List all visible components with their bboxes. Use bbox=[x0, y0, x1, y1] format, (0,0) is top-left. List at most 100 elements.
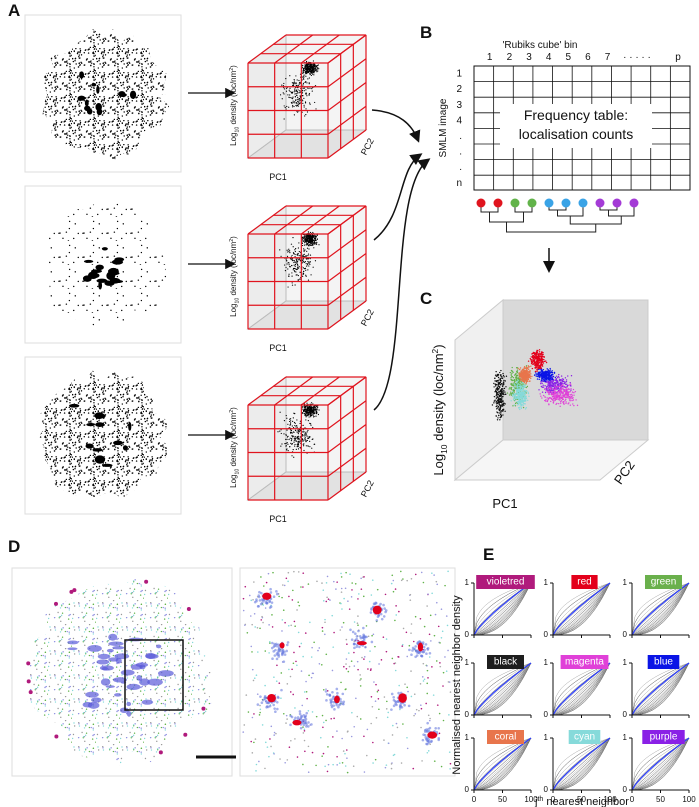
point bbox=[540, 395, 542, 397]
point bbox=[525, 397, 527, 400]
point bbox=[560, 396, 562, 399]
point bbox=[304, 414, 306, 416]
point bbox=[357, 624, 359, 626]
point bbox=[289, 445, 291, 448]
point bbox=[331, 614, 334, 617]
point bbox=[279, 649, 282, 653]
point bbox=[309, 64, 311, 66]
point bbox=[547, 399, 549, 402]
point bbox=[357, 598, 359, 600]
point bbox=[561, 390, 563, 393]
point bbox=[331, 690, 334, 694]
point bbox=[499, 381, 501, 383]
point bbox=[249, 615, 252, 617]
point bbox=[439, 662, 441, 664]
point bbox=[311, 67, 313, 70]
point bbox=[537, 372, 539, 375]
point bbox=[518, 372, 521, 374]
point bbox=[318, 662, 321, 665]
point bbox=[305, 725, 308, 728]
point bbox=[409, 599, 412, 601]
point bbox=[537, 360, 539, 363]
point bbox=[557, 375, 560, 378]
point bbox=[551, 382, 553, 384]
point bbox=[519, 383, 521, 386]
point bbox=[356, 622, 359, 625]
point bbox=[520, 403, 522, 405]
point bbox=[273, 734, 276, 736]
point bbox=[304, 66, 306, 69]
point bbox=[279, 411, 281, 413]
y-tick-label: 0 bbox=[465, 630, 470, 639]
point bbox=[279, 94, 282, 96]
point bbox=[438, 712, 441, 715]
point bbox=[322, 589, 325, 592]
curve bbox=[552, 737, 611, 791]
point bbox=[273, 676, 275, 679]
point bbox=[529, 357, 532, 360]
point bbox=[307, 412, 309, 414]
point bbox=[541, 365, 544, 367]
point bbox=[546, 374, 548, 377]
cluster-spot bbox=[79, 71, 85, 79]
column-label: 4 bbox=[546, 52, 552, 63]
point bbox=[259, 708, 262, 711]
point bbox=[288, 438, 290, 441]
point bbox=[569, 394, 572, 396]
point bbox=[416, 642, 419, 645]
point bbox=[552, 378, 554, 381]
point bbox=[390, 708, 393, 711]
cluster-spot bbox=[126, 683, 141, 691]
point bbox=[296, 260, 298, 262]
cluster-spot bbox=[114, 693, 122, 697]
point bbox=[292, 589, 294, 592]
point bbox=[363, 658, 365, 660]
cluster-spot bbox=[87, 645, 102, 652]
point bbox=[296, 262, 298, 264]
axis-label: PC1 bbox=[492, 496, 517, 511]
point bbox=[552, 390, 555, 393]
curve bbox=[552, 662, 611, 716]
point bbox=[527, 391, 529, 394]
point bbox=[540, 380, 542, 383]
point bbox=[555, 403, 557, 406]
point bbox=[324, 765, 326, 768]
point bbox=[292, 102, 294, 104]
point bbox=[521, 392, 524, 394]
point bbox=[312, 414, 314, 416]
point bbox=[310, 676, 313, 679]
point bbox=[511, 383, 513, 386]
point bbox=[316, 71, 318, 73]
point bbox=[407, 704, 411, 708]
cluster-spot bbox=[113, 440, 123, 446]
point bbox=[508, 394, 511, 396]
point bbox=[306, 435, 308, 437]
point bbox=[306, 247, 309, 249]
cluster-spot bbox=[86, 108, 93, 115]
point bbox=[299, 259, 301, 261]
point bbox=[310, 237, 312, 239]
point bbox=[363, 771, 366, 773]
point bbox=[426, 646, 430, 650]
point bbox=[297, 429, 299, 431]
point bbox=[568, 384, 570, 386]
point bbox=[283, 118, 285, 120]
point bbox=[303, 71, 305, 73]
point bbox=[281, 619, 284, 621]
curve bbox=[552, 662, 611, 716]
point bbox=[287, 443, 289, 445]
point bbox=[314, 67, 317, 69]
point bbox=[497, 382, 500, 384]
point bbox=[561, 381, 563, 383]
point bbox=[367, 668, 369, 670]
point bbox=[327, 598, 330, 600]
point bbox=[294, 263, 297, 266]
point bbox=[394, 662, 397, 664]
point bbox=[538, 366, 540, 369]
point bbox=[548, 397, 550, 400]
point bbox=[533, 374, 536, 376]
curve bbox=[631, 662, 690, 716]
point bbox=[541, 386, 544, 388]
point bbox=[260, 619, 263, 621]
point bbox=[572, 403, 574, 405]
